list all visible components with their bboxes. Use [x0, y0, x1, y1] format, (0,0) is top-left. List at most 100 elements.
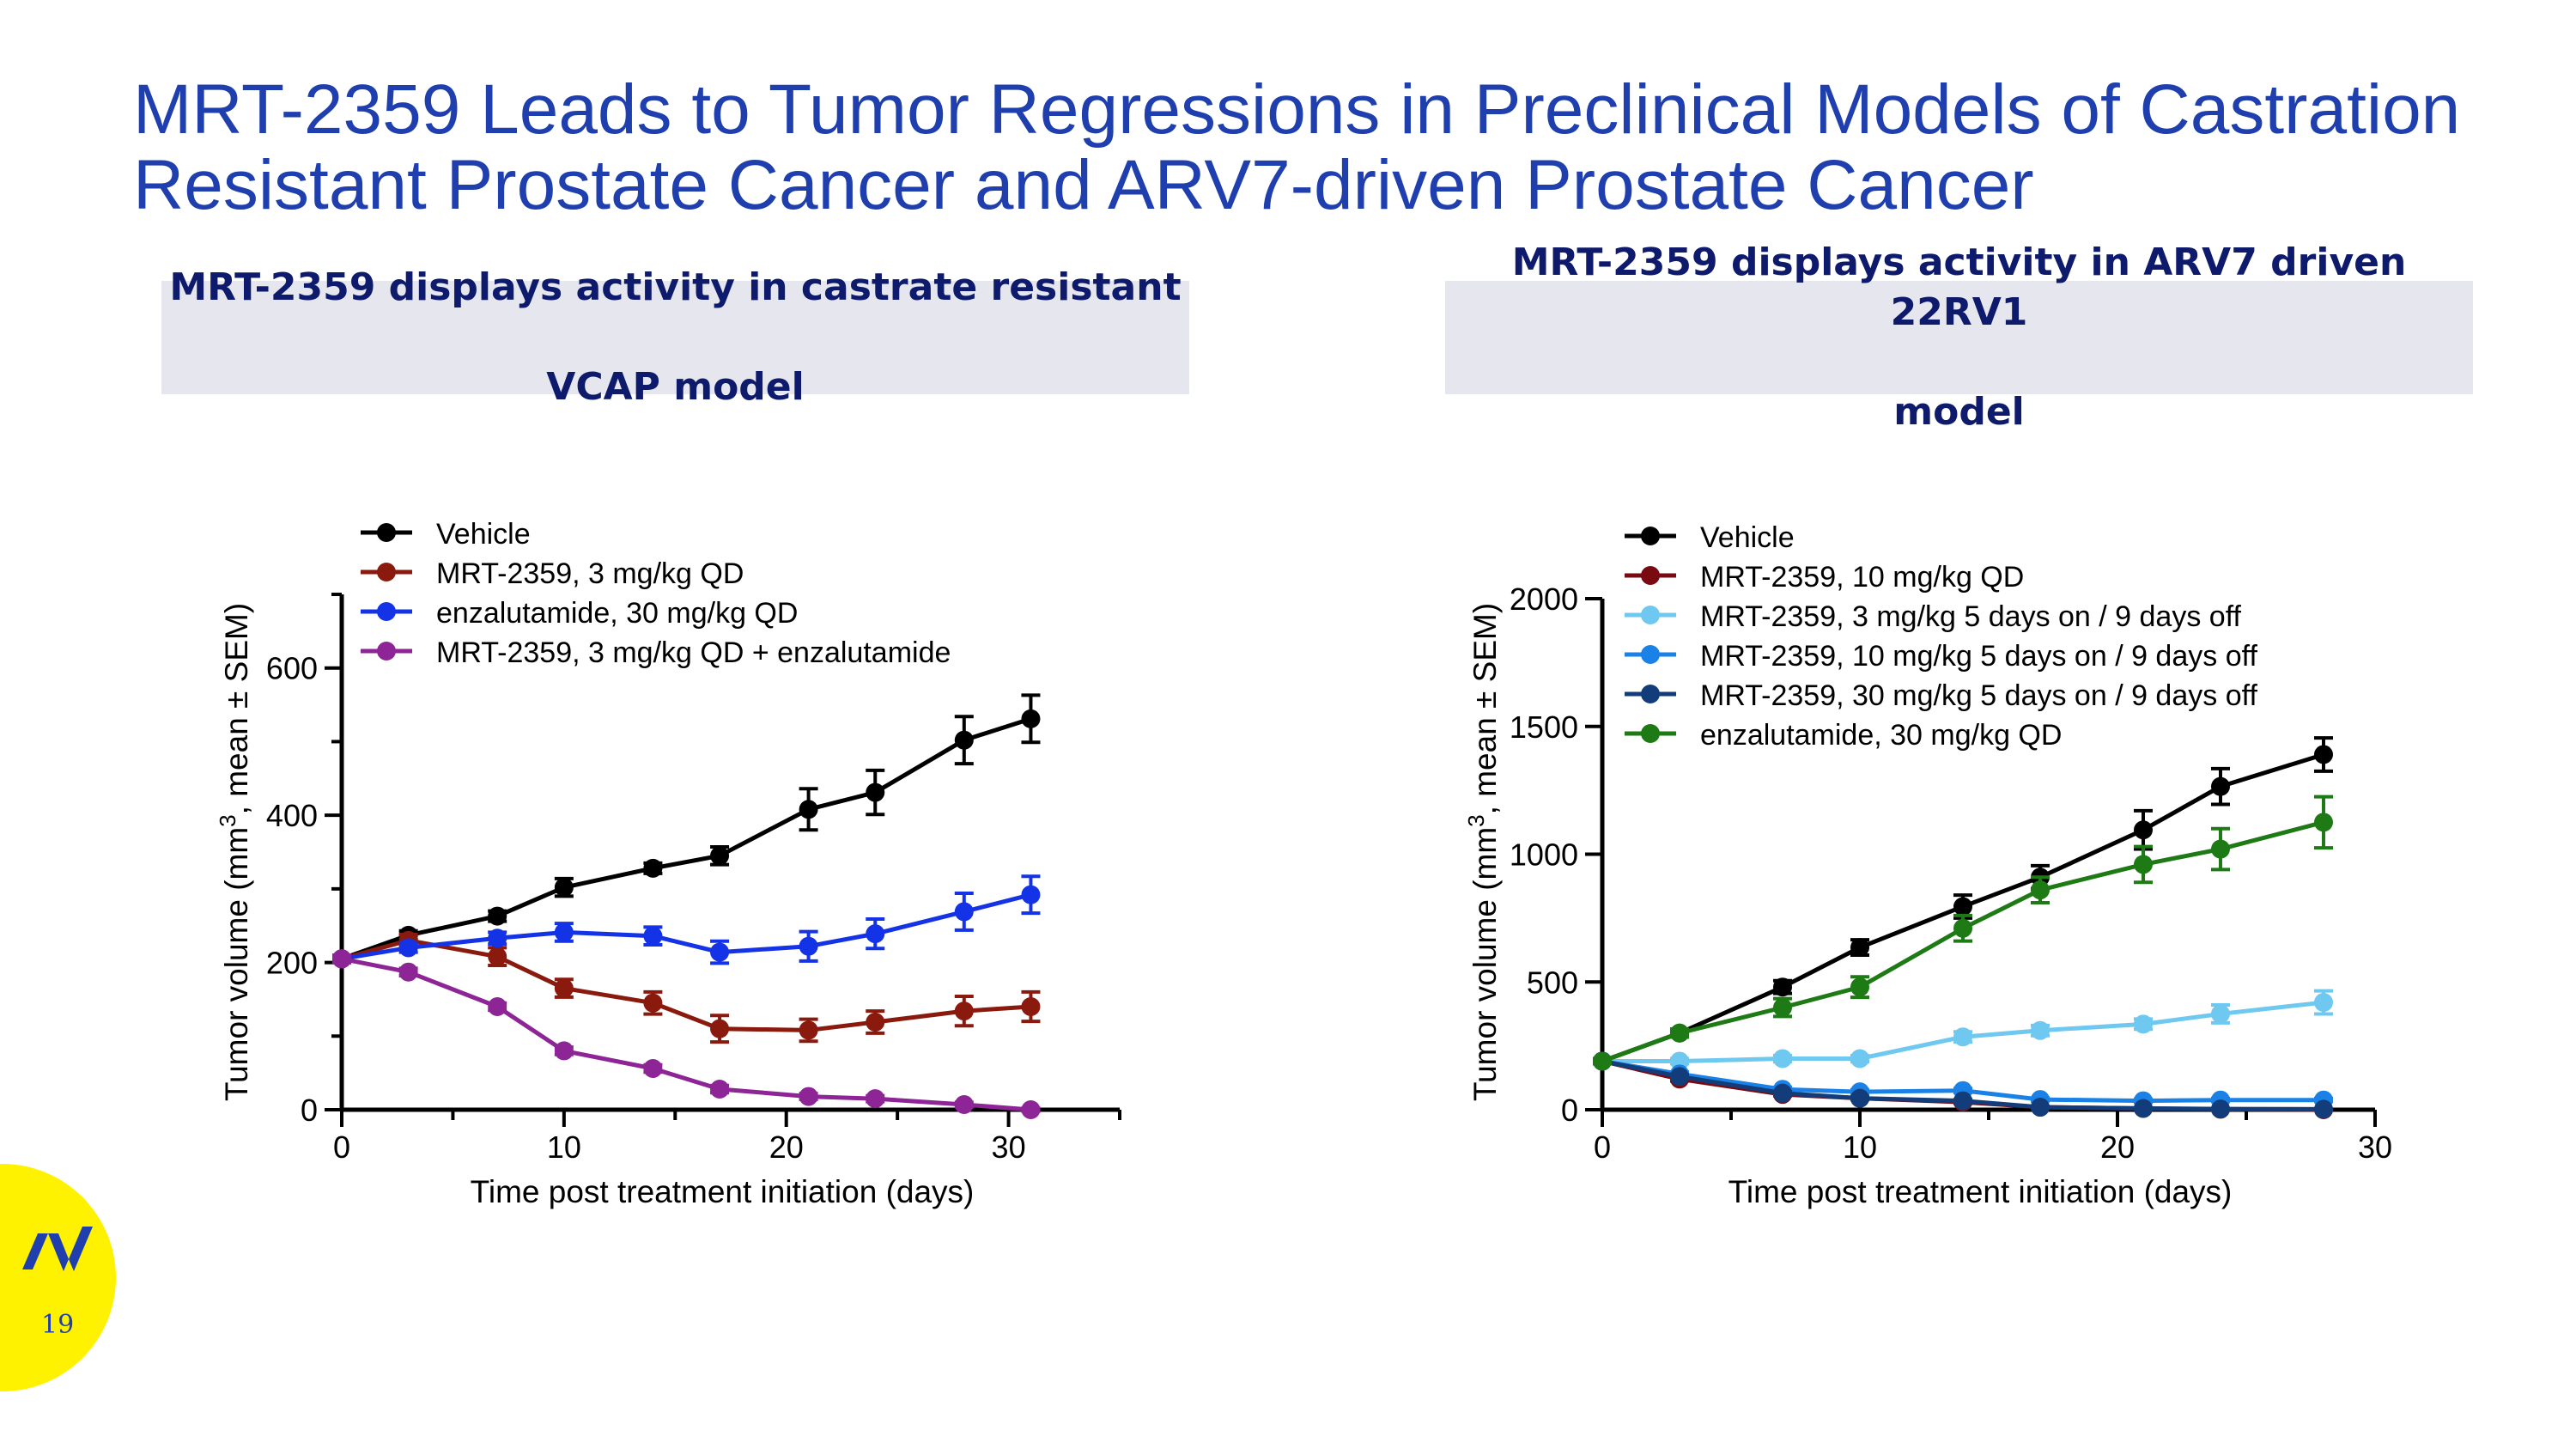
right-panel-header: MRT-2359 displays activity in ARV7 drive…	[1445, 240, 2473, 434]
data-point	[2031, 1098, 2050, 1117]
data-point	[799, 936, 818, 956]
data-point	[2314, 993, 2333, 1013]
x-tick-label: 10	[547, 1129, 581, 1165]
legend-swatch-marker	[1641, 527, 1660, 545]
left-panel-header-line2: VCAP model	[546, 365, 805, 409]
data-point	[1593, 1051, 1612, 1071]
y-tick-label: 400	[266, 798, 318, 833]
data-point	[2314, 1099, 2333, 1119]
x-tick-label: 20	[2100, 1129, 2135, 1165]
data-point	[710, 942, 730, 962]
data-point	[866, 1013, 885, 1032]
legend-label: MRT-2359, 10 mg/kg 5 days on / 9 days of…	[1700, 640, 2257, 673]
series-2	[332, 930, 1041, 1044]
legend: Vehicle MRT-2359, 3 mg/kg QD enzalutamide,…	[361, 518, 951, 669]
legend-swatch-marker	[377, 602, 396, 621]
legend-label: Vehicle	[1700, 521, 1795, 554]
data-point	[710, 1019, 730, 1038]
data-point	[1953, 918, 1972, 938]
data-point	[2134, 1014, 2153, 1034]
legend-swatch-marker	[1641, 566, 1660, 585]
company-logo-icon	[22, 1227, 93, 1271]
legend-label: MRT-2359, 3 mg/kg 5 days on / 9 days off	[1700, 600, 2242, 633]
legend-label: Vehicle	[436, 518, 531, 551]
data-point	[2134, 820, 2153, 840]
data-point	[1850, 977, 1869, 997]
legend-swatch-marker	[1641, 606, 1660, 624]
y-tick-label: 0	[1561, 1093, 1578, 1128]
data-point	[1850, 1088, 1869, 1108]
y-tick-label: 1000	[1510, 837, 1578, 873]
data-point	[1670, 1067, 1689, 1087]
data-point	[2031, 880, 2050, 900]
data-point	[2211, 776, 2230, 796]
legend-swatch-marker	[377, 563, 396, 581]
data-point	[488, 906, 507, 926]
series-1	[332, 693, 1041, 969]
data-point	[398, 962, 418, 982]
y-axis-label-superscript: 3	[215, 814, 240, 826]
right-panel-header-line2: model	[1893, 390, 2025, 434]
legend-label: enzalutamide, 30 mg/kg QD	[436, 597, 798, 630]
data-point	[2314, 813, 2333, 832]
series-3	[1593, 989, 2333, 1071]
legend-label: enzalutamide, 30 mg/kg QD	[1700, 719, 2062, 752]
legend-swatch-marker	[1641, 724, 1660, 743]
data-point	[554, 922, 574, 942]
series-line	[341, 716, 1032, 961]
y-axis-label-main: Tumor volume (mm	[219, 827, 254, 1101]
data-point	[1953, 1091, 1972, 1111]
series-4	[332, 949, 1041, 1119]
x-tick-label: 30	[2358, 1129, 2392, 1165]
data-point	[2211, 839, 2230, 859]
y-tick-label: 1500	[1510, 709, 1578, 745]
legend-label: MRT-2359, 30 mg/kg 5 days on / 9 days of…	[1700, 679, 2257, 712]
right-panel-header-line1: MRT-2359 displays activity in ARV7 drive…	[1511, 240, 2407, 334]
chart-1: 0 10 20 30 0 200 400 600 Time post treatment ini…	[215, 518, 1121, 1209]
data-point	[488, 997, 507, 1016]
data-point	[954, 730, 974, 750]
x-tick-label: 0	[1594, 1129, 1611, 1165]
slide-title-line1: MRT-2359 Leads to Tumor Regressions in P…	[133, 70, 2461, 149]
data-point	[954, 902, 974, 922]
left-panel-header-line1: MRT-2359 displays activity in castrate r…	[169, 265, 1182, 309]
data-point	[954, 1002, 974, 1021]
data-point	[554, 878, 574, 898]
data-point	[799, 1087, 818, 1106]
slide-title-line2: Resistant Prostate Cancer and ARV7-drive…	[133, 146, 2034, 224]
x-tick-label: 30	[992, 1129, 1026, 1165]
data-point	[866, 782, 885, 802]
x-tick-label: 20	[769, 1129, 804, 1165]
legend-swatch-marker	[377, 523, 396, 542]
y-tick-label: 2000	[1510, 581, 1578, 617]
y-axis-label: Tumor volume (mm3, mean ± SEM)	[215, 603, 254, 1101]
data-point	[710, 846, 730, 866]
legend-label: MRT-2359, 3 mg/kg QD	[436, 557, 744, 590]
data-point	[1670, 1023, 1689, 1043]
data-point	[643, 993, 663, 1013]
legend: Vehicle MRT-2359, 10 mg/kg QD MRT-2359, 3 …	[1625, 521, 2257, 752]
data-point	[2211, 1099, 2230, 1119]
data-point	[799, 1020, 818, 1040]
left-panel-header: MRT-2359 displays activity in castrate r…	[161, 265, 1189, 409]
x-axis-label: Time post treatment initiation (days)	[1728, 1174, 2233, 1209]
data-point	[1953, 1027, 1972, 1047]
y-tick-label: 500	[1527, 965, 1578, 1000]
data-point	[643, 858, 663, 878]
y-tick-label: 600	[266, 651, 318, 686]
data-point	[1021, 997, 1041, 1016]
data-point	[1850, 938, 1869, 958]
legend-label: MRT-2359, 3 mg/kg QD + enzalutamide	[436, 636, 951, 669]
data-point	[488, 928, 507, 948]
data-point	[2134, 1099, 2153, 1118]
data-point	[488, 947, 507, 966]
data-point	[2134, 855, 2153, 874]
series-line	[341, 938, 1031, 1032]
y-axis-label-tail: , mean ± SEM)	[1467, 603, 1503, 814]
y-axis-label-tail: , mean ± SEM)	[219, 603, 254, 814]
data-point	[710, 1080, 730, 1099]
series-5	[1593, 1051, 2333, 1119]
data-point	[1773, 1049, 1792, 1068]
data-point	[1953, 897, 1972, 916]
data-point	[554, 1041, 574, 1061]
